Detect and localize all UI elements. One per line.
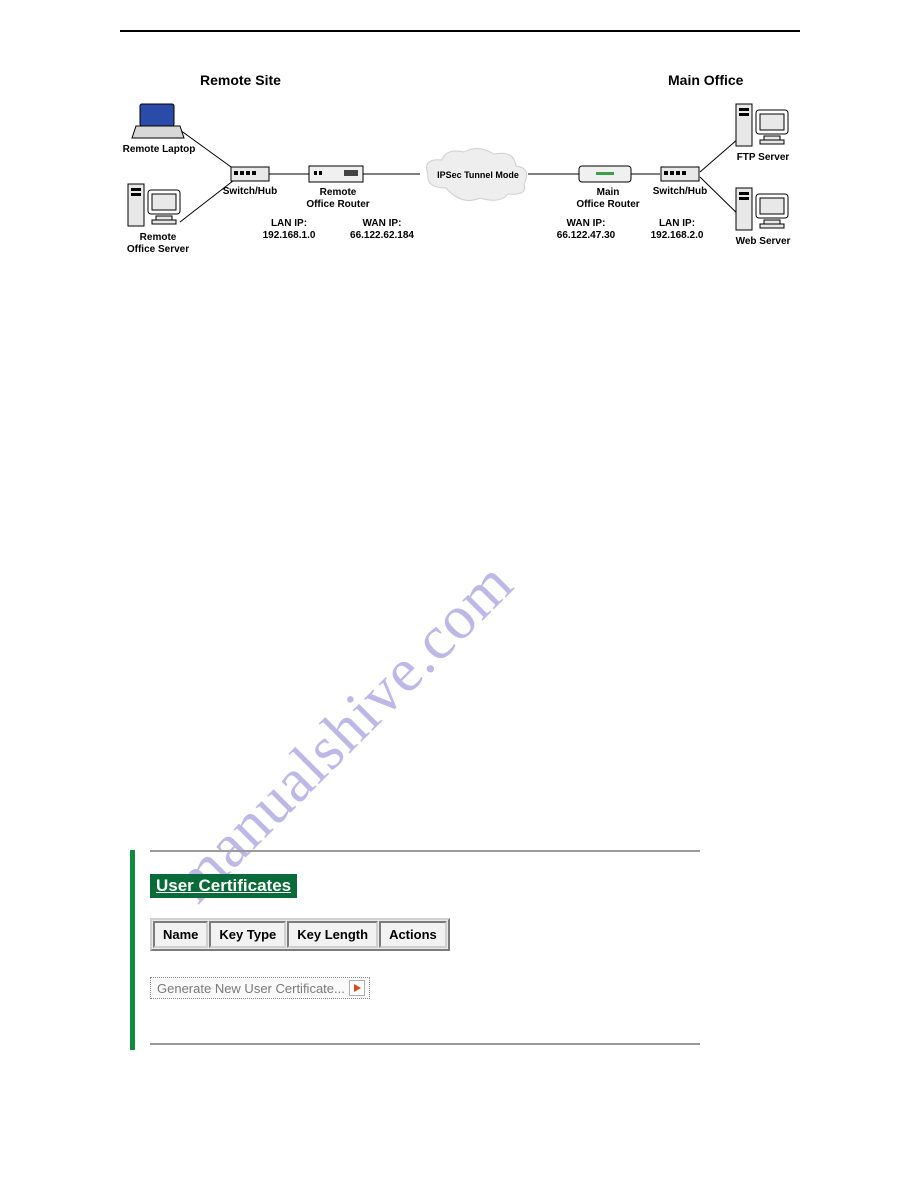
wan-ip-left: WAN IP: 66.122.62.184: [336, 218, 428, 242]
wan-ip-right: WAN IP: 66.122.47.30: [540, 218, 632, 242]
col-key-length: Key Length: [287, 921, 378, 948]
certificates-table: Name Key Type Key Length Actions: [150, 918, 450, 951]
ip-value: 66.122.62.184: [350, 230, 414, 241]
main-router-label: MainOffice Router: [568, 187, 648, 210]
remote-router-label: RemoteOffice Router: [298, 187, 378, 210]
top-rule: [120, 30, 800, 32]
router-icon: [578, 165, 632, 185]
user-certificates-panel: User Certificates Name Key Type Key Leng…: [130, 850, 700, 1045]
switch-icon: [230, 166, 270, 184]
generate-certificate-label: Generate New User Certificate...: [157, 981, 345, 996]
tunnel-label: IPSec Tunnel Mode: [428, 170, 528, 180]
network-diagram: Remote Site Main Office Remote Laptop: [120, 72, 800, 282]
ip-value: 192.168.2.0: [651, 230, 704, 241]
lan-ip-left: LAN IP: 192.168.1.0: [248, 218, 330, 242]
ftp-server-label: FTP Server: [728, 152, 798, 164]
user-certificates-title: User Certificates: [150, 874, 297, 898]
watermark-text: manualshive.com: [159, 414, 662, 917]
remote-laptop-label: Remote Laptop: [114, 144, 204, 156]
arrow-right-icon: [349, 980, 365, 996]
ip-title: WAN IP:: [363, 218, 402, 229]
col-key-type: Key Type: [209, 921, 286, 948]
col-name: Name: [153, 921, 208, 948]
ip-title: LAN IP:: [271, 218, 307, 229]
switch-right-label: Switch/Hub: [648, 186, 712, 198]
ip-title: LAN IP:: [659, 218, 695, 229]
table-header-row: Name Key Type Key Length Actions: [153, 921, 447, 948]
ip-title: WAN IP:: [567, 218, 606, 229]
web-server-label: Web Server: [728, 236, 798, 248]
remote-server-label: RemoteOffice Server: [118, 232, 198, 255]
ip-value: 192.168.1.0: [263, 230, 316, 241]
rule-top: [150, 850, 700, 852]
router-icon: [308, 165, 364, 185]
server-icon: [734, 184, 794, 234]
switch-left-label: Switch/Hub: [218, 186, 282, 198]
rule-bottom: [150, 1043, 700, 1045]
server-icon: [734, 100, 794, 150]
laptop-icon: [130, 102, 186, 142]
generate-certificate-button[interactable]: Generate New User Certificate...: [150, 977, 370, 999]
server-icon: [126, 180, 186, 230]
switch-icon: [660, 166, 700, 184]
accent-bar: [130, 850, 135, 1050]
lan-ip-right: LAN IP: 192.168.2.0: [636, 218, 718, 242]
ip-value: 66.122.47.30: [557, 230, 615, 241]
col-actions: Actions: [379, 921, 447, 948]
